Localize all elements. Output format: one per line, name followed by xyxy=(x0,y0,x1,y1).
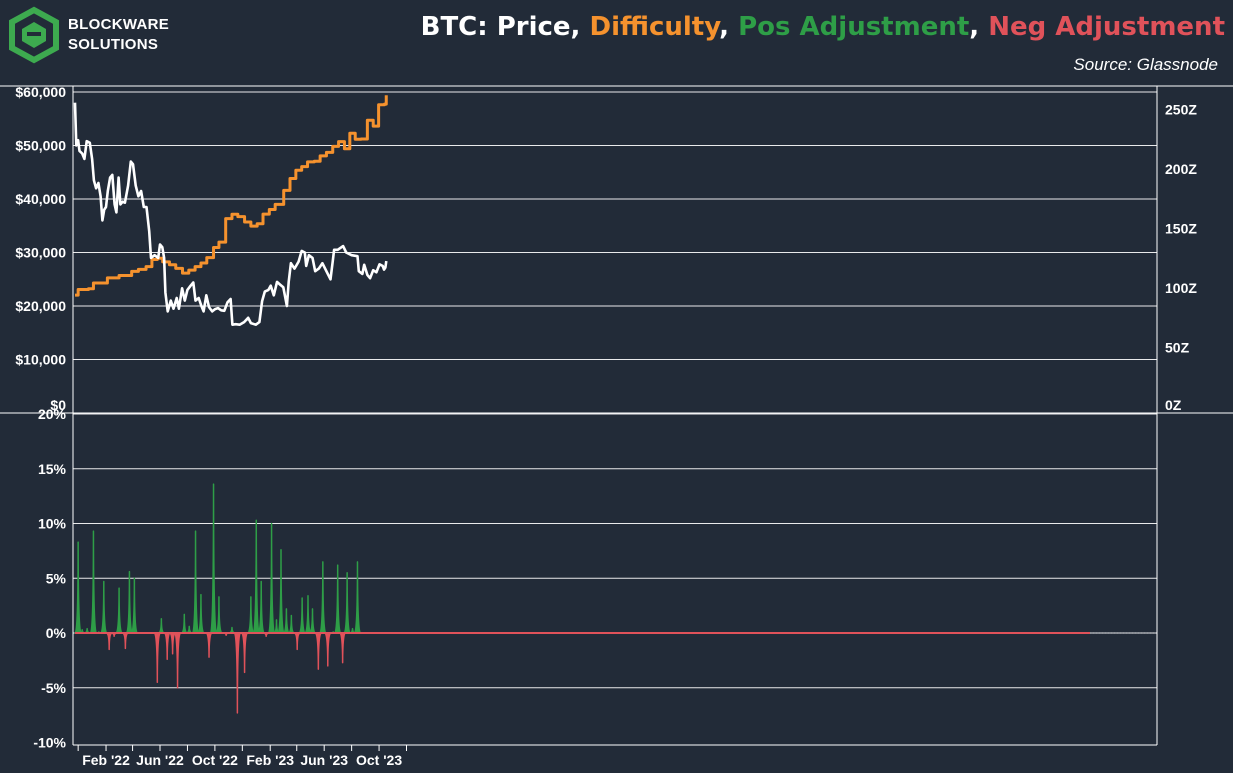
x-tick-label: Oct '22 xyxy=(192,752,238,768)
title-pos-adjustment: Pos Adjustment xyxy=(738,12,969,42)
y-right-tick-label: 250Z xyxy=(1165,102,1197,118)
y-left-tick-label: $20,000 xyxy=(15,298,66,314)
pos-adjustment-bar xyxy=(252,519,261,634)
pos-adjustment-bar xyxy=(257,580,265,634)
pos-adjustment-bar xyxy=(215,596,223,634)
price-line xyxy=(73,102,388,326)
pos-adjustment-bar xyxy=(304,595,312,634)
y-pct-tick-label: 20% xyxy=(38,406,67,422)
neg-adjustment-bar xyxy=(324,632,332,667)
y-left-tick-label: $0 xyxy=(50,397,66,413)
neg-adjustment-bar xyxy=(338,632,347,664)
title-neg-adjustment: Neg Adjustment xyxy=(988,12,1225,42)
y-left-tick-label: $10,000 xyxy=(15,352,66,368)
title-sep-2: , xyxy=(719,12,738,42)
pos-adjustment-bar xyxy=(100,580,108,634)
bottom-panel-gridlines xyxy=(73,413,1157,689)
y-right-tick-label: 150Z xyxy=(1165,221,1197,237)
x-tick-label: Jun '22 xyxy=(136,752,184,768)
difficulty-line xyxy=(75,95,388,297)
y-right-tick-label: 100Z xyxy=(1165,280,1197,296)
pos-adjustment-bar xyxy=(282,608,291,634)
top-panel-gridlines xyxy=(73,91,1157,360)
title-price: BTC: Price xyxy=(421,12,571,42)
neg-adjustment-bar xyxy=(314,632,323,670)
pos-adjustment-bar xyxy=(89,530,98,634)
x-tick-label: Oct '23 xyxy=(356,752,402,768)
pos-adjustment-bar xyxy=(115,587,123,634)
pos-adjustment-bar xyxy=(125,570,134,634)
y-right-tick-label: 200Z xyxy=(1165,161,1197,177)
pos-adjustment-bar xyxy=(197,593,205,634)
neg-adjustment-bar xyxy=(205,632,213,658)
chart-title: BTC: Price, Difficulty, Pos Adjustment, … xyxy=(421,12,1225,42)
pos-adjustment-bar xyxy=(267,522,276,634)
title-sep-3: , xyxy=(969,12,988,42)
y-pct-tick-label: -5% xyxy=(41,680,66,696)
y-left-tick-label: $50,000 xyxy=(15,138,66,154)
pos-adjustment-bar xyxy=(353,561,362,634)
pos-adjustment-bar xyxy=(333,564,342,634)
y-pct-tick-label: -10% xyxy=(33,735,66,751)
neg-adjustment-bar xyxy=(121,632,130,650)
pos-adjustment-bar xyxy=(130,577,139,634)
y-right-tick-label: 50Z xyxy=(1165,340,1190,356)
pos-adjustment-bar xyxy=(277,549,285,634)
neg-adjustment-bar xyxy=(293,632,301,651)
title-sep-1: , xyxy=(571,12,590,42)
y-pct-tick-label: 15% xyxy=(38,461,67,477)
pos-adjustment-bar xyxy=(209,483,218,634)
pos-adjustment-bar xyxy=(180,613,189,634)
y-left-tick-label: $30,000 xyxy=(15,245,66,261)
y-left-tick-label: $60,000 xyxy=(15,84,66,100)
x-tick-label: Jun '23 xyxy=(300,752,348,768)
brand-line1: BLOCKWARE xyxy=(68,16,169,33)
pos-adjustment-bar xyxy=(247,596,255,634)
neg-adjustment-bar xyxy=(105,632,113,651)
neg-adjustment-bar xyxy=(163,632,171,661)
y-right-tick-label: 0Z xyxy=(1165,397,1182,413)
brand-line2: SOLUTIONS xyxy=(68,36,158,53)
y-pct-tick-label: 5% xyxy=(46,570,67,586)
neg-adjustment-bar xyxy=(240,632,249,674)
y-left-tick-label: $40,000 xyxy=(15,191,66,207)
axis-tick-labels: $0 $10,000 $20,000 $30,000 $40,000 $50,000 $60… xyxy=(15,84,1197,768)
blockware-logo-icon xyxy=(9,6,59,64)
neg-adjustment-bar xyxy=(233,632,242,714)
title-difficulty: Difficulty xyxy=(589,12,721,42)
pos-adjustment-bar xyxy=(157,618,166,634)
neg-adjustment-bar xyxy=(153,632,162,684)
adjustment-bars xyxy=(74,483,1090,714)
pos-adjustment-bar xyxy=(308,608,317,634)
pos-adjustment-bar xyxy=(319,561,327,634)
pos-adjustment-bar xyxy=(343,572,351,634)
x-tick-label: Feb '22 xyxy=(82,752,130,768)
y-pct-tick-label: 10% xyxy=(38,516,67,532)
y-pct-tick-label: 0% xyxy=(46,625,67,641)
pos-adjustment-bar xyxy=(191,530,200,634)
price-difficulty-lines xyxy=(73,95,388,326)
source-note: Source: Glassnode xyxy=(1073,55,1218,74)
neg-adjustment-bar xyxy=(168,632,177,655)
pos-adjustment-bar xyxy=(287,614,296,634)
x-tick-label: Feb '23 xyxy=(246,752,294,768)
pos-adjustment-bar xyxy=(298,597,306,634)
pos-adjustment-bar xyxy=(74,541,82,634)
neg-adjustment-bar xyxy=(173,632,182,689)
